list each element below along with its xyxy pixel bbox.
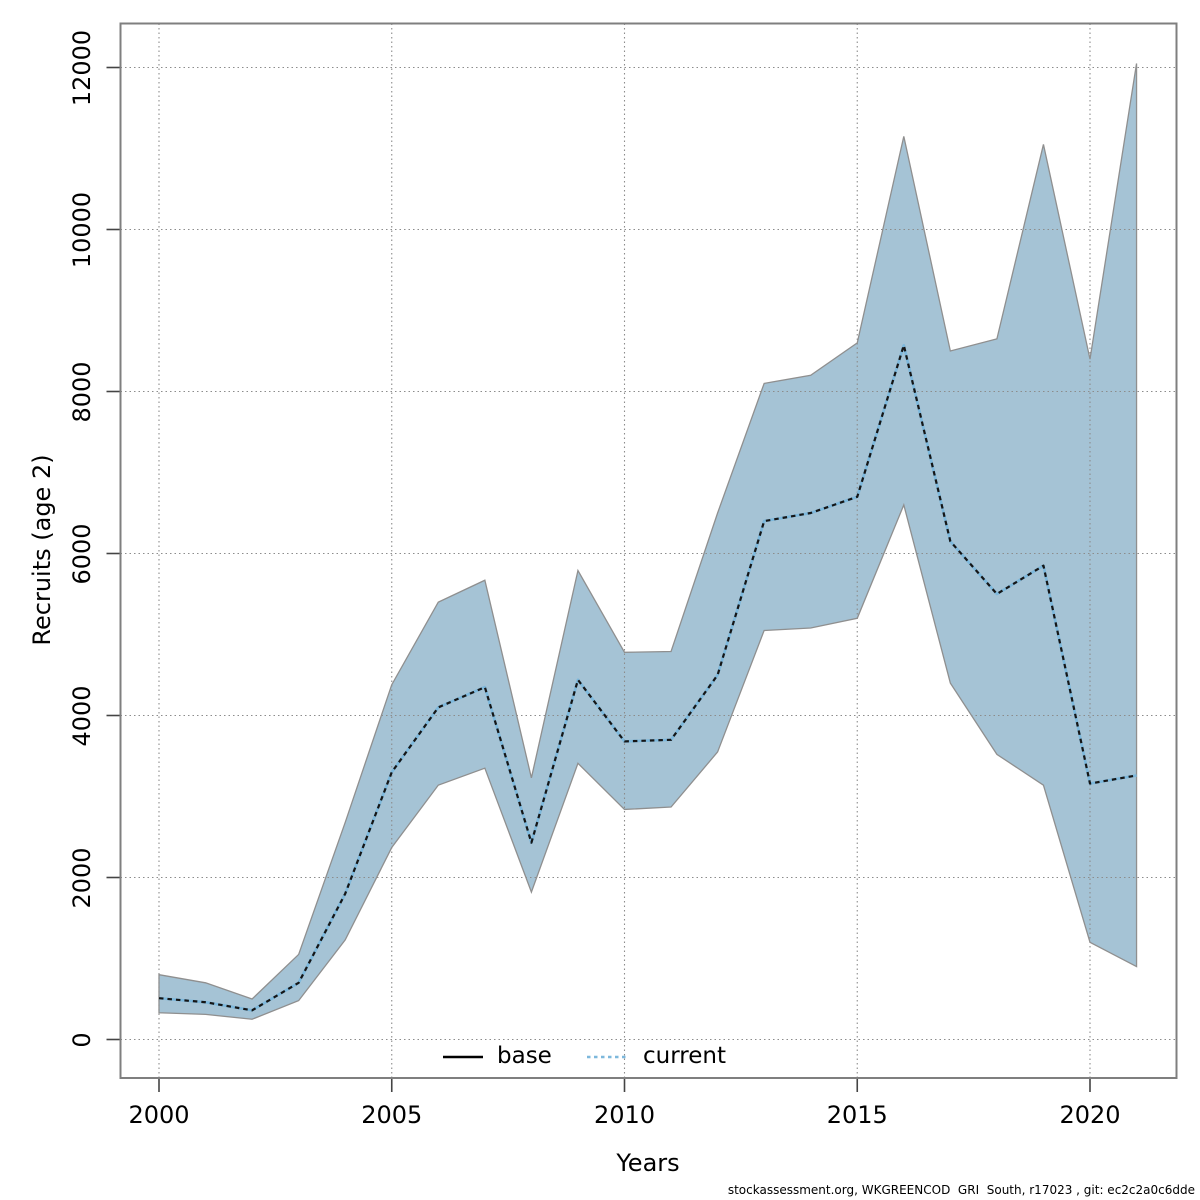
confidence-band-edge	[158, 63, 1138, 1020]
confidence-band-fill	[159, 63, 1137, 1020]
x-tick-label: 2000	[128, 1101, 190, 1129]
x-tick-label: 2020	[1059, 1101, 1121, 1129]
legend-base-sample	[443, 1055, 483, 1059]
legend-base-label: base	[497, 1042, 552, 1069]
y-tick-label: 0	[68, 1031, 96, 1048]
y-axis-title: Recruits (age 2)	[28, 454, 56, 646]
legend-current-sample	[587, 1055, 629, 1059]
x-axis-title: Years	[616, 1149, 680, 1177]
y-tick-label: 2000	[68, 846, 96, 909]
legend-current-label: current	[643, 1042, 726, 1069]
x-tick-label: 2005	[361, 1101, 423, 1129]
y-tick-label: 12000	[68, 29, 96, 106]
plot-border	[119, 22, 1178, 1079]
base-line-dashed-overlay	[158, 344, 1137, 1012]
y-tick-label: 6000	[68, 522, 96, 585]
footer-credit: stockassessment.org, WKGREENCOD GRI Sout…	[727, 1183, 1195, 1197]
x-tick-label: 2010	[593, 1101, 656, 1129]
x-tick-label: 2015	[826, 1101, 888, 1129]
y-tick-label: 8000	[68, 360, 96, 423]
y-tick-label: 10000	[68, 191, 96, 268]
y-tick-label: 4000	[68, 684, 96, 747]
